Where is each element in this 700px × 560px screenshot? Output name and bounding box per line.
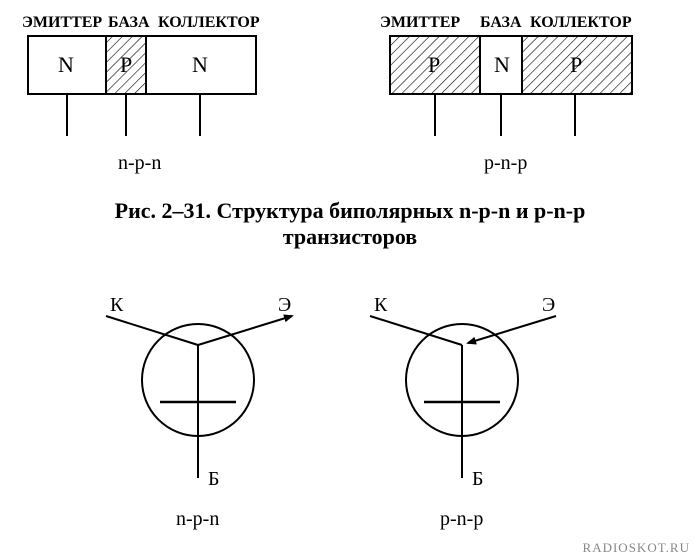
- pnp-emitter-type: P: [428, 52, 440, 78]
- pnp-type-label: p-n-p: [484, 152, 527, 175]
- pnp-emitter-lead-sym: [468, 316, 556, 343]
- figure-caption-line2: транзисторов: [0, 224, 700, 250]
- npn-type-label: n-p-n: [118, 152, 161, 175]
- pnp-symbol-emitter-label: Э: [542, 294, 555, 317]
- pnp-collector-label: КОЛЛЕКТОР: [530, 14, 632, 32]
- npn-collector-lead-sym: [106, 316, 198, 345]
- npn-structure: [28, 36, 256, 136]
- npn-symbol-collector-label: К: [110, 294, 123, 317]
- npn-symbol: [106, 316, 292, 478]
- pnp-symbol: [370, 316, 556, 478]
- pnp-base-label: БАЗА: [480, 14, 522, 32]
- pnp-emitter-label: ЭМИТТЕР: [380, 14, 460, 32]
- figure-svg: [0, 0, 700, 560]
- npn-base-type: P: [120, 52, 132, 78]
- npn-base-label: БАЗА: [108, 14, 150, 32]
- pnp-symbol-type-label: p-n-p: [440, 508, 483, 531]
- npn-symbol-emitter-label: Э: [278, 294, 291, 317]
- npn-emitter-type: N: [58, 52, 74, 78]
- pnp-structure: [390, 36, 632, 136]
- pnp-symbol-base-label: Б: [472, 468, 483, 491]
- watermark-text: RADIOSKOT.RU: [583, 540, 690, 556]
- npn-collector-type: N: [192, 52, 208, 78]
- figure-caption-line1: Рис. 2–31. Структура биполярных n-p-n и …: [0, 198, 700, 224]
- npn-collector-label: КОЛЛЕКТОР: [158, 14, 260, 32]
- npn-symbol-base-label: Б: [208, 468, 219, 491]
- pnp-base-type: N: [494, 52, 510, 78]
- pnp-collector-lead-sym: [370, 316, 462, 345]
- npn-emitter-lead-sym: [198, 316, 292, 345]
- pnp-collector-type: P: [570, 52, 582, 78]
- npn-symbol-type-label: n-p-n: [176, 508, 219, 531]
- pnp-symbol-collector-label: К: [374, 294, 387, 317]
- npn-emitter-label: ЭМИТТЕР: [22, 14, 102, 32]
